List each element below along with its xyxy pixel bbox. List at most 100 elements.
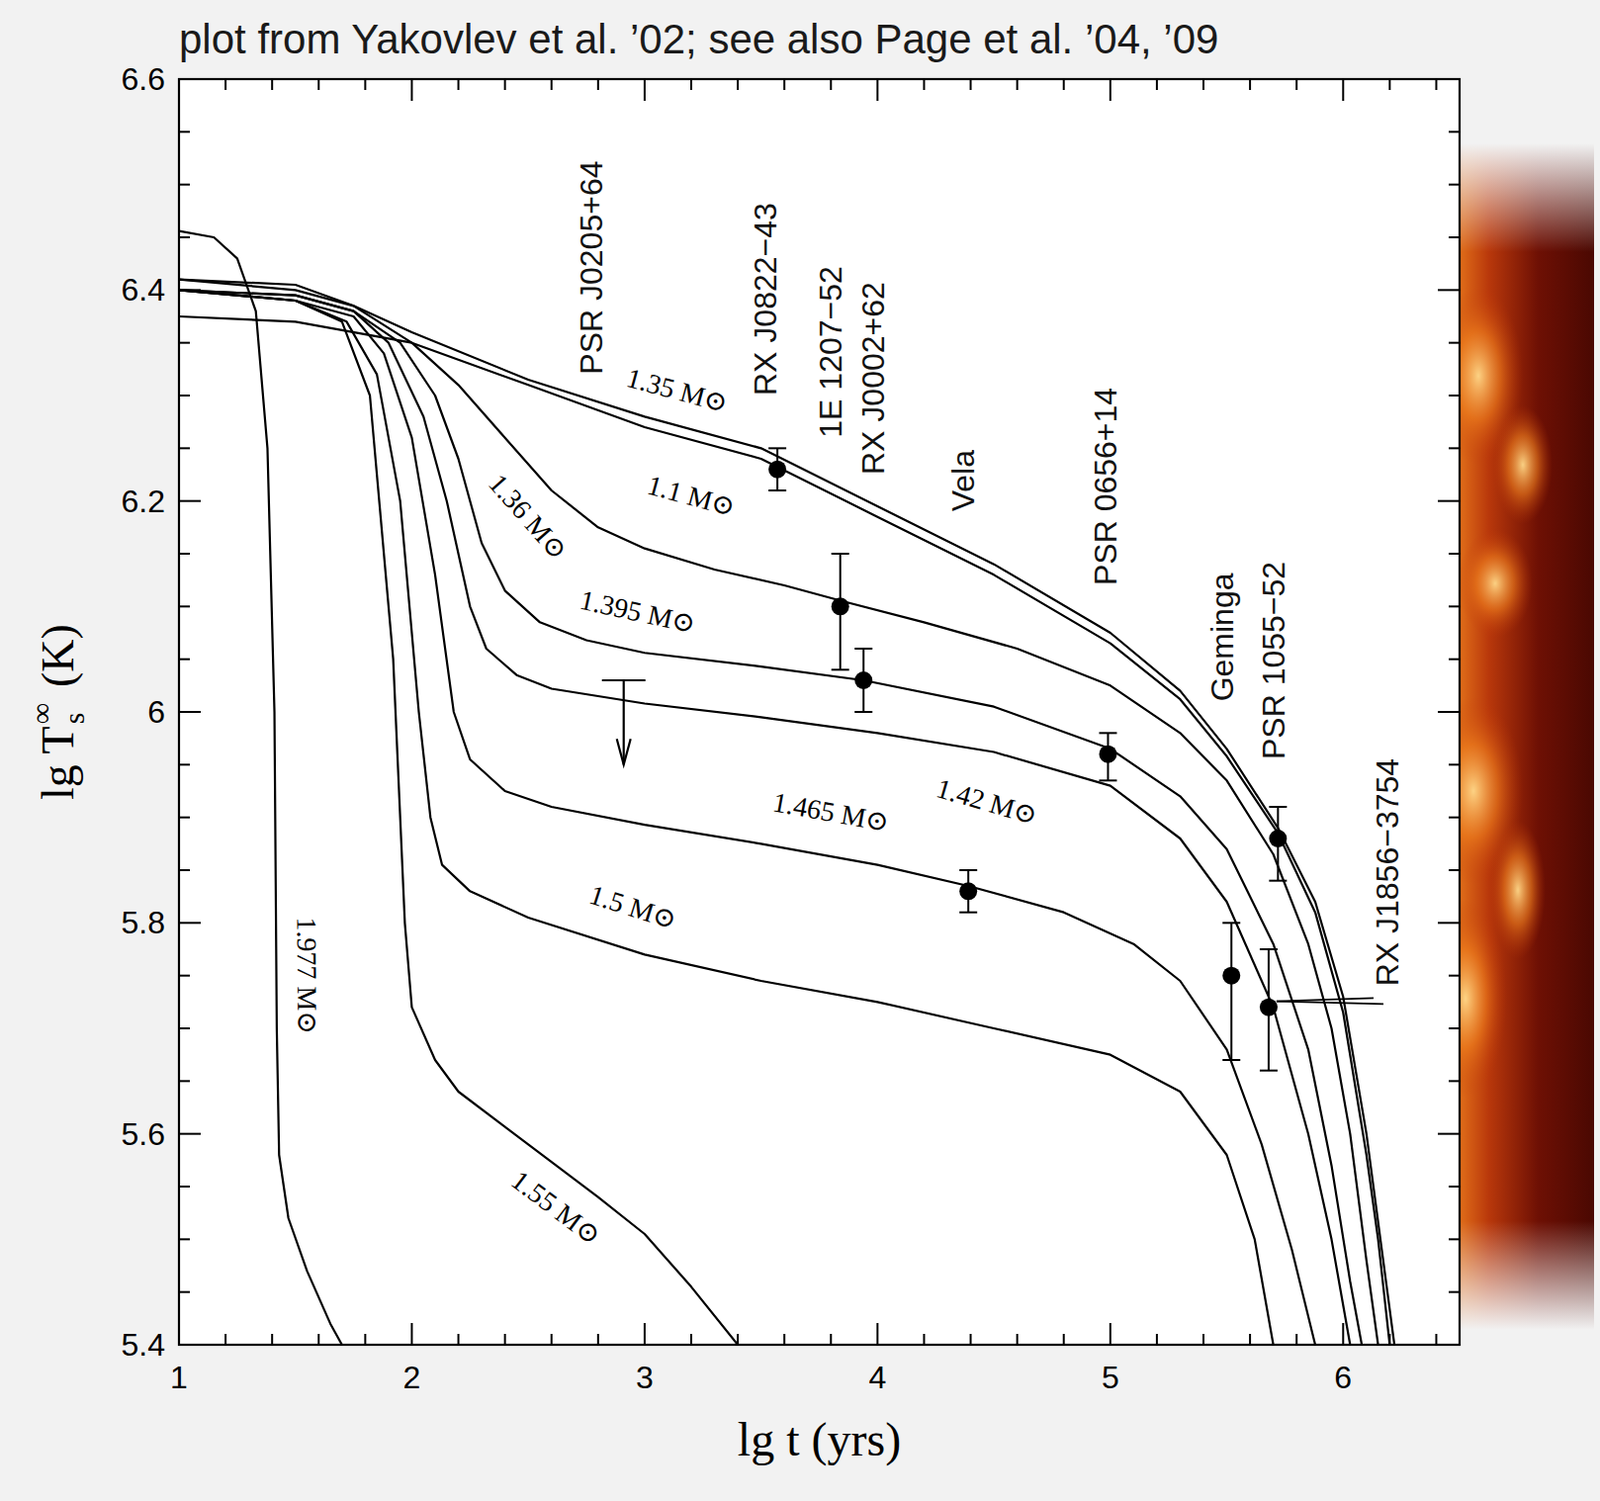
x-tick xyxy=(1155,79,1158,90)
x-tick xyxy=(736,79,739,90)
y-tick xyxy=(1448,236,1460,239)
background xyxy=(0,0,1600,1501)
x-tick xyxy=(504,1333,507,1345)
error-cap xyxy=(1259,948,1278,951)
x-tick xyxy=(1341,1323,1344,1345)
data-point xyxy=(831,597,850,616)
cooling-curve xyxy=(178,289,1350,1345)
x-tick xyxy=(270,79,273,90)
y-tick xyxy=(1448,446,1460,449)
y-tick xyxy=(178,1185,190,1188)
x-tick xyxy=(783,1333,786,1345)
x-tick xyxy=(829,79,832,90)
x-tick xyxy=(457,79,460,90)
plot-area xyxy=(178,79,1460,1345)
error-cap xyxy=(1222,921,1241,924)
y-tick-label: 5.8 xyxy=(121,904,166,941)
cooling-curve xyxy=(178,289,1316,1345)
x-tick-label: 4 xyxy=(868,1359,887,1396)
x-tick xyxy=(922,79,925,90)
x-tick xyxy=(643,79,646,101)
y-tick xyxy=(1448,1291,1460,1294)
y-tick xyxy=(178,921,201,924)
x-tick xyxy=(1202,79,1205,90)
y-tick xyxy=(1448,1185,1460,1188)
curve-label: 1.35 M⊙ xyxy=(622,361,731,419)
curve-label: 1.55 M⊙ xyxy=(505,1164,607,1252)
cooling-curve xyxy=(178,279,1379,1345)
source-label: PSR 0656+14 xyxy=(1087,387,1124,586)
curve-label: 1.5 M⊙ xyxy=(585,879,681,936)
x-tick xyxy=(1155,1333,1158,1345)
y-tick xyxy=(178,869,190,872)
error-cap xyxy=(831,552,850,555)
cooling-curve xyxy=(178,279,1395,1345)
nebula-fade xyxy=(1453,1221,1595,1331)
y-tick xyxy=(178,500,201,503)
x-tick xyxy=(1248,79,1251,90)
x-tick xyxy=(363,79,366,90)
y-tick-label: 6.6 xyxy=(121,61,166,97)
x-tick xyxy=(270,1333,273,1345)
x-tick xyxy=(970,1333,973,1345)
y-tick xyxy=(178,711,201,713)
y-axis-title-subscript: s xyxy=(57,712,90,725)
x-tick xyxy=(1016,79,1019,90)
x-tick xyxy=(829,1333,832,1345)
y-tick xyxy=(1448,1027,1460,1030)
plot-frame xyxy=(178,79,1460,1345)
y-tick xyxy=(1448,869,1460,872)
x-tick-label: 5 xyxy=(1101,1359,1120,1396)
y-tick xyxy=(1448,1238,1460,1241)
y-tick xyxy=(178,975,190,978)
observations xyxy=(602,447,1288,1070)
data-point xyxy=(1222,967,1241,985)
cooling-curve xyxy=(178,289,738,1345)
x-tick xyxy=(1063,1333,1066,1345)
nebula-spot xyxy=(1457,529,1533,638)
data-point xyxy=(959,882,978,900)
y-tick xyxy=(1448,394,1460,397)
x-tick xyxy=(783,79,786,90)
nebula-fade xyxy=(1453,143,1595,253)
x-tick xyxy=(876,79,879,101)
error-cap xyxy=(854,711,873,713)
y-tick xyxy=(178,1079,190,1082)
y-tick xyxy=(178,816,190,819)
source-label: RX J1856−3754 xyxy=(1369,758,1406,986)
y-tick xyxy=(1437,1133,1460,1136)
x-tick xyxy=(1109,79,1112,101)
y-tick xyxy=(1437,921,1460,924)
data-point xyxy=(854,671,873,690)
y-tick xyxy=(1448,183,1460,186)
x-tick xyxy=(504,79,507,90)
y-tick xyxy=(178,1027,190,1030)
curve-label: 1.42 M⊙ xyxy=(933,772,1042,831)
cooling-curve xyxy=(178,231,343,1345)
cooling-curve xyxy=(178,289,1362,1345)
labels: 1.1 M⊙1.35 M⊙1.36 M⊙1.395 M⊙1.42 M⊙1.465… xyxy=(291,161,1406,1252)
chart: plot from Yakovlev et al. ’02; see also … xyxy=(0,0,1600,1501)
error-cap xyxy=(1259,1069,1278,1072)
source-label: Geminga xyxy=(1204,572,1241,702)
source-label: RX J0822−43 xyxy=(747,202,784,396)
y-tick xyxy=(178,130,190,133)
y-tick xyxy=(178,605,190,608)
nebula-image xyxy=(1453,143,1595,1331)
x-tick xyxy=(363,1333,366,1345)
y-tick xyxy=(1448,552,1460,555)
y-tick xyxy=(178,658,190,661)
leader-line xyxy=(1276,1001,1384,1005)
x-tick xyxy=(1341,79,1344,101)
error-cap xyxy=(854,647,873,650)
x-tick xyxy=(1248,1333,1251,1345)
source-label: PSR 1055−52 xyxy=(1255,561,1292,760)
error-cap xyxy=(1222,1059,1241,1062)
x-tick xyxy=(876,1323,879,1345)
y-tick xyxy=(178,183,190,186)
error-cap xyxy=(768,446,787,449)
x-tick xyxy=(597,79,600,90)
source-label: RX J0002+62 xyxy=(855,281,891,475)
x-tick xyxy=(970,79,973,90)
curve-label: 1.977 M⊙ xyxy=(291,916,324,1035)
